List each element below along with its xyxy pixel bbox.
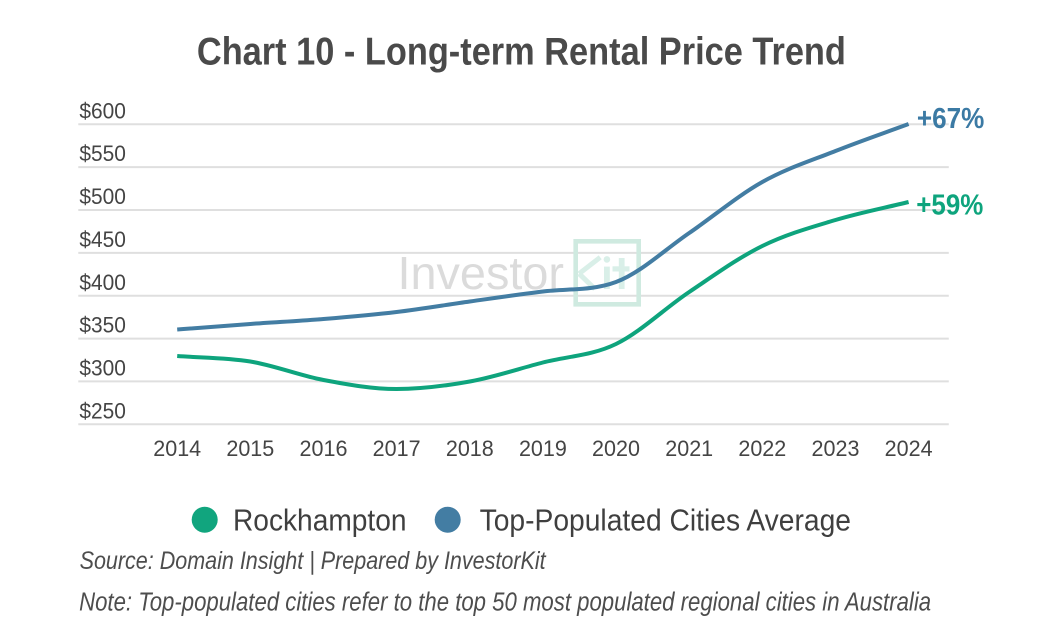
svg-text:2016: 2016 [300, 436, 348, 461]
svg-text:2022: 2022 [738, 436, 786, 461]
svg-text:Rockhampton: Rockhampton [233, 503, 407, 538]
svg-text:2018: 2018 [446, 436, 494, 461]
svg-text:$600: $600 [79, 98, 126, 123]
svg-text:+59%: +59% [916, 190, 983, 222]
svg-text:2020: 2020 [592, 436, 640, 461]
svg-text:Chart 10 - Long-term Rental Pr: Chart 10 - Long-term Rental Price Trend [197, 31, 846, 74]
svg-text:2023: 2023 [812, 436, 860, 461]
svg-text:2014: 2014 [153, 436, 201, 461]
svg-text:2024: 2024 [885, 436, 933, 461]
svg-text:2017: 2017 [373, 436, 421, 461]
svg-text:Top-Populated Cities Average: Top-Populated Cities Average [480, 503, 851, 538]
svg-text:$250: $250 [79, 398, 126, 423]
svg-text:Note: Top-populated cities ref: Note: Top-populated cities refer to the … [79, 589, 931, 617]
svg-text:$500: $500 [79, 184, 126, 209]
svg-text:$350: $350 [79, 313, 126, 338]
svg-text:2015: 2015 [226, 436, 274, 461]
svg-text:$300: $300 [79, 356, 126, 381]
svg-text:$400: $400 [79, 270, 126, 295]
svg-text:Source: Domain Insight | Prepa: Source: Domain Insight | Prepared by Inv… [80, 547, 547, 575]
svg-text:$450: $450 [79, 227, 126, 252]
svg-text:2019: 2019 [519, 436, 567, 461]
svg-text:+67%: +67% [917, 103, 984, 135]
svg-text:2021: 2021 [665, 436, 713, 461]
svg-text:$550: $550 [79, 141, 126, 166]
